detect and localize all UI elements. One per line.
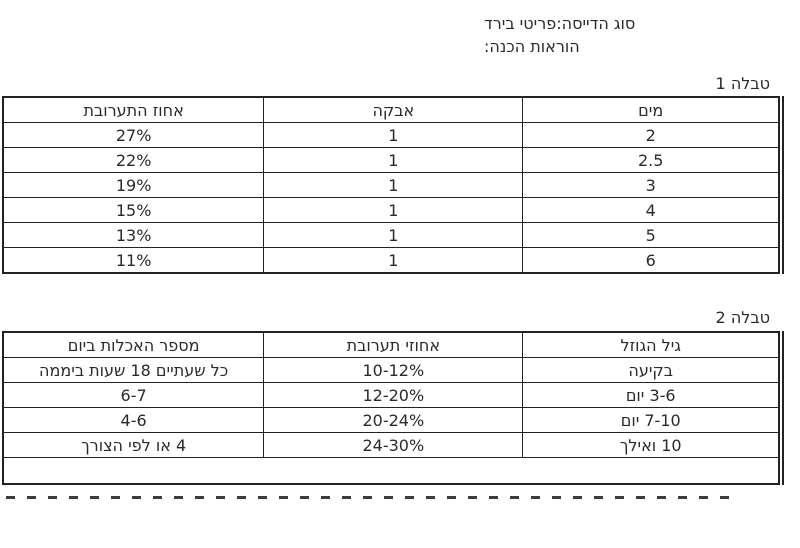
table-cell: כל שעתיים 18 שעות ביממה [2, 357, 265, 383]
table-cell: 10-12% [263, 357, 524, 383]
table-cell: 3-6 יום [522, 382, 780, 408]
feeding-schedule-table: גיל הגוזל אחוזי תערובת מספר האכלות ביום … [2, 331, 780, 485]
table-cell: 1 [263, 247, 524, 274]
dashed-line-artifact [6, 496, 736, 499]
table-row: 2.5 1 22% [2, 147, 780, 173]
table-cell: 1 [263, 147, 524, 173]
empty-table-cell [2, 457, 780, 485]
table-cell: 1 [263, 172, 524, 198]
column-header-powder: אבקה [263, 96, 524, 123]
table-cell: 7-10 יום [522, 407, 780, 433]
table-cell: 6 [522, 247, 780, 274]
note-line-porridge-type: סוג הדייסה:פריטי בירד [484, 14, 636, 33]
table-cell: 10 ואילך [522, 432, 780, 458]
table-cell: 13% [2, 222, 265, 248]
table-row: 3 1 19% [2, 172, 780, 198]
table-cell: 4 או לפי הצורך [2, 432, 265, 458]
table-cell: 1 [263, 122, 524, 148]
table-header-row: גיל הגוזל אחוזי תערובת מספר האכלות ביום [2, 331, 780, 358]
table-1: מים אבקה אחוז התערובת 2 1 27% 2.5 1 22% … [2, 96, 784, 274]
preparation-notes: סוג הדייסה:פריטי בירד הוראות הכנה: [484, 12, 635, 58]
table-cell: 20-24% [263, 407, 524, 433]
column-header-chick-age: גיל הגוזל [522, 331, 780, 358]
table-cell: 3 [522, 172, 780, 198]
table-cell: 19% [2, 172, 265, 198]
table-row: 5 1 13% [2, 222, 780, 248]
table-row: 3-6 יום 12-20% 6-7 [2, 382, 780, 408]
table-cell: 6-7 [2, 382, 265, 408]
column-header-water: מים [522, 96, 780, 123]
table-row: 4 1 15% [2, 197, 780, 223]
table-header-row: מים אבקה אחוז התערובת [2, 96, 780, 123]
mixture-ratio-table: מים אבקה אחוז התערובת 2 1 27% 2.5 1 22% … [2, 96, 780, 274]
table-cell: 27% [2, 122, 265, 148]
table-2-caption: טבלה 2 [715, 308, 770, 327]
table-cell: 11% [2, 247, 265, 274]
table-cell: 5 [522, 222, 780, 248]
table-row: 7-10 יום 20-24% 4-6 [2, 407, 780, 433]
table-1-caption: טבלה 1 [715, 74, 770, 93]
column-header-percent: אחוז התערובת [2, 96, 265, 123]
table-cell: 1 [263, 222, 524, 248]
empty-table-row [2, 457, 780, 485]
table-cell: 2 [522, 122, 780, 148]
table-cell: 2.5 [522, 147, 780, 173]
table-row: 10 ואילך 24-30% 4 או לפי הצורך [2, 432, 780, 458]
table-row: בקיעה 10-12% כל שעתיים 18 שעות ביממה [2, 357, 780, 383]
table-cell: בקיעה [522, 357, 780, 383]
table-2: גיל הגוזל אחוזי תערובת מספר האכלות ביום … [2, 331, 784, 485]
column-header-feedings-per-day: מספר האכלות ביום [2, 331, 265, 358]
table-cell: 15% [2, 197, 265, 223]
table-row: 6 1 11% [2, 247, 780, 274]
table-cell: 24-30% [263, 432, 524, 458]
table-cell: 4 [522, 197, 780, 223]
column-header-mix-percent: אחוזי תערובת [263, 331, 524, 358]
table-cell: 12-20% [263, 382, 524, 408]
table-cell: 1 [263, 197, 524, 223]
table-row: 2 1 27% [2, 122, 780, 148]
note-line-instructions: הוראות הכנה: [484, 37, 580, 56]
table-cell: 4-6 [2, 407, 265, 433]
table-cell: 22% [2, 147, 265, 173]
